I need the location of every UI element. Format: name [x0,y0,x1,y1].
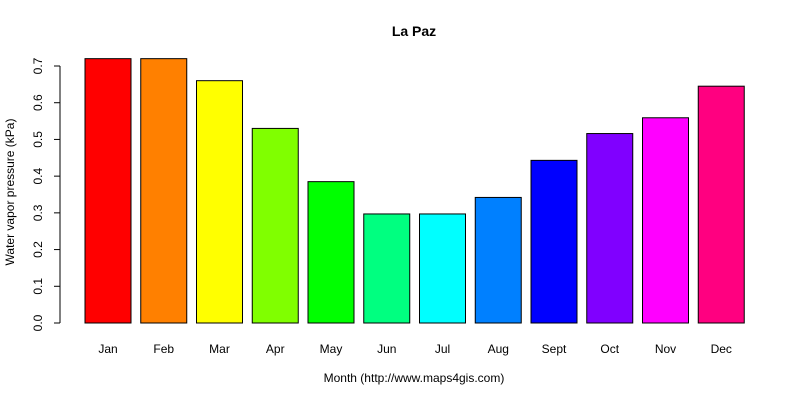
x-axis-tick-label: Jul [435,342,450,356]
y-axis-tick-label: 0.5 [31,131,45,148]
bar-may [307,181,355,324]
y-axis: 0.0 0.1 0.2 0.3 0.4 0.5 0.6 0.7 [31,57,61,331]
x-axis-tick-label: Dec [711,342,732,356]
x-axis-tick-label: Jan [98,342,117,356]
x-axis-tick-label: Apr [266,342,285,356]
bar-mar [196,80,243,324]
y-axis-tick-label: 0.6 [31,94,45,111]
bar-jan [84,58,132,324]
x-axis-tick-label: Oct [600,342,619,356]
bar-oct [586,133,634,324]
x-axis-tick-label: Nov [655,342,676,356]
x-axis-label: Month (http://www.maps4gis.com) [324,371,505,385]
y-axis-label: Water vapor pressure (kPa) [3,119,17,266]
x-axis-tick-label: Aug [488,342,509,356]
y-axis-tick-label: 0.4 [31,167,45,184]
y-axis-tick-label: 0.2 [31,241,45,258]
bar-aug [474,196,522,324]
bar-dec [697,85,745,324]
chart-title: La Paz [392,23,436,39]
bar-sept [530,159,578,324]
y-axis-tick-label: 0.1 [31,278,45,295]
x-axis-tick-label: Jun [377,342,396,356]
x-axis-tick-label: Feb [153,342,174,356]
x-axis-tick-label: May [320,342,343,356]
y-axis-tick-label: 0.3 [31,204,45,221]
y-axis-tick-label: 0.7 [31,57,45,74]
bar-jul [419,213,466,324]
y-axis-tick-label: 0.0 [31,314,45,331]
bar-jun [363,213,411,324]
x-axis-tick-label: Sept [542,342,567,356]
bar-nov [642,117,689,324]
x-axis-tick-label: Mar [209,342,230,356]
bar-feb [140,58,188,324]
bar-apr [251,127,299,324]
bars [84,58,745,324]
x-axis-tick-labels: Jan Feb Mar Apr May Jun Jul Aug Sept Oct Nov Dec [98,342,732,356]
